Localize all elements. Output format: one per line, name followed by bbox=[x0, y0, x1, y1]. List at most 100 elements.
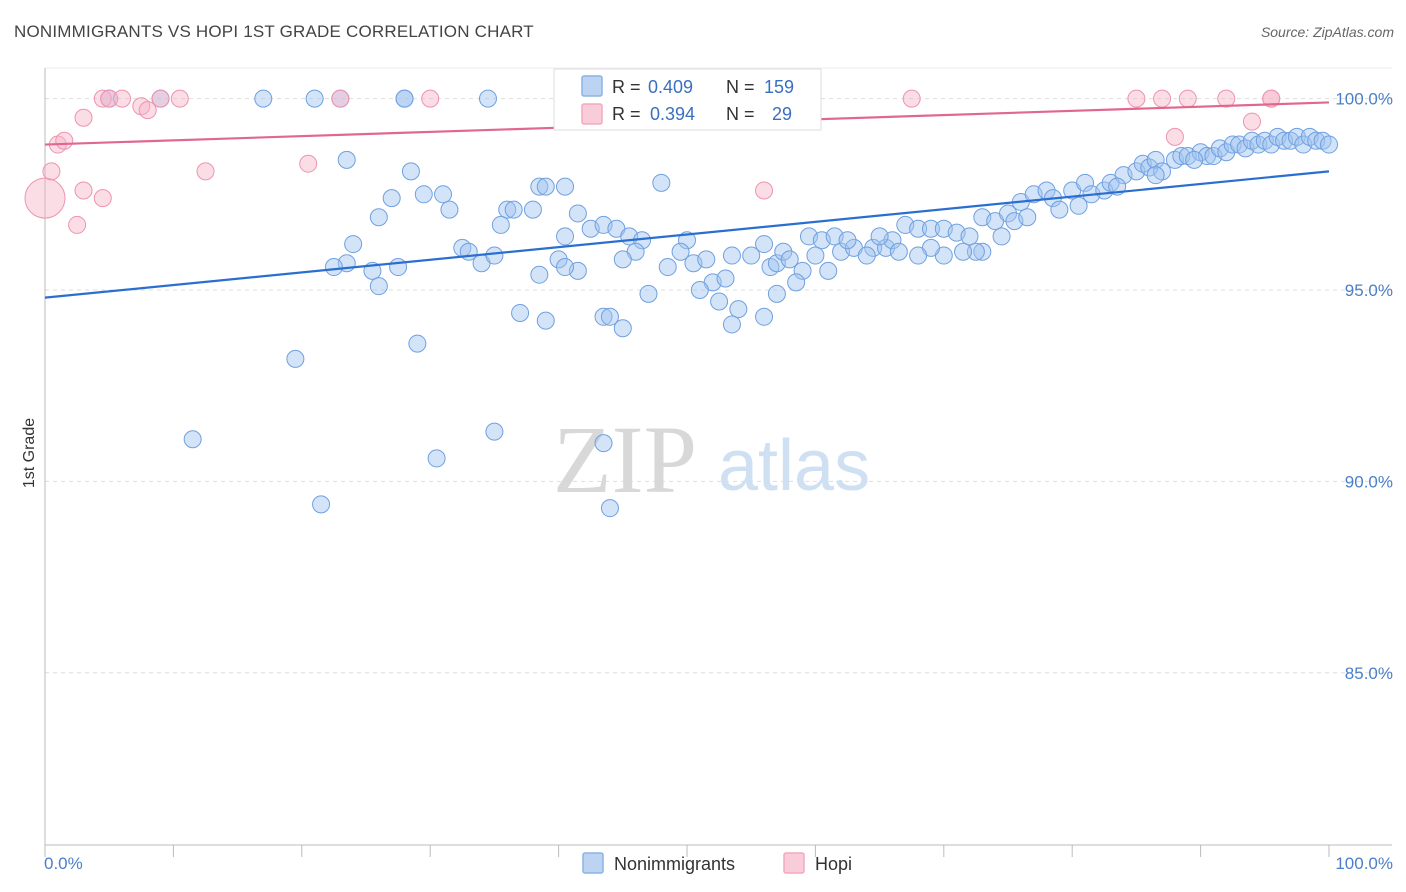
nonimmigrants-point bbox=[556, 227, 575, 246]
nonimmigrants-point bbox=[530, 265, 549, 284]
nonimmigrants-point bbox=[286, 349, 305, 368]
legend-n-label-2: N = bbox=[726, 104, 755, 124]
hopi-point bbox=[1242, 112, 1261, 131]
nonimmigrants-point bbox=[921, 219, 940, 238]
nonimmigrants-point bbox=[973, 242, 992, 261]
nonimmigrants-point bbox=[652, 173, 671, 192]
hopi-point bbox=[113, 89, 132, 108]
nonimmigrants-point bbox=[523, 200, 542, 219]
nonimmigrants-point bbox=[369, 277, 388, 296]
nonimmigrants-point bbox=[549, 250, 568, 269]
nonimmigrants-point bbox=[999, 204, 1017, 223]
nonimmigrants-point bbox=[344, 235, 363, 254]
chart-source: Source: ZipAtlas.com bbox=[1260, 24, 1394, 40]
nonimmigrants-point bbox=[1320, 135, 1338, 154]
hopi-point bbox=[42, 162, 61, 181]
hopi-point bbox=[1153, 89, 1172, 108]
nonimmigrants-point bbox=[966, 242, 985, 261]
nonimmigrants-point bbox=[1146, 166, 1165, 185]
nonimmigrants-point bbox=[780, 250, 799, 269]
nonimmigrants-point bbox=[954, 242, 973, 261]
nonimmigrants-point bbox=[312, 495, 331, 514]
nonimmigrants-point bbox=[389, 258, 408, 277]
legend-r-value-1: 0.409 bbox=[648, 77, 693, 97]
nonimmigrants-point bbox=[755, 307, 774, 326]
hopi-point bbox=[55, 131, 74, 150]
x-tick-label-min: 0.0% bbox=[44, 854, 83, 873]
legend-r-label-2: R = bbox=[612, 104, 641, 124]
hopi-point bbox=[1178, 89, 1197, 108]
nonimmigrants-point bbox=[536, 177, 555, 196]
legend-n-value-2: 29 bbox=[772, 104, 792, 124]
nonimmigrants-point bbox=[639, 284, 658, 303]
nonimmigrants-point bbox=[819, 261, 838, 280]
nonimmigrants-point bbox=[511, 303, 530, 322]
nonimmigrants-point bbox=[1185, 150, 1204, 169]
nonimmigrants-point bbox=[710, 292, 729, 311]
legend-swatch-nonimmigrants bbox=[581, 75, 603, 97]
bottom-legend-swatch-hopi bbox=[783, 852, 805, 874]
nonimmigrants-point bbox=[613, 250, 632, 269]
nonimmigrants-point bbox=[600, 499, 619, 518]
nonimmigrants-point bbox=[491, 215, 510, 234]
bottom-legend-swatch-nonimmigrants bbox=[582, 852, 604, 874]
axes bbox=[44, 68, 1392, 846]
nonimmigrants-point bbox=[600, 307, 619, 326]
nonimmigrants-point bbox=[806, 246, 825, 265]
nonimmigrants-trend-line bbox=[44, 170, 1330, 299]
nonimmigrants-point bbox=[722, 246, 741, 265]
nonimmigrants-point bbox=[427, 449, 446, 468]
hopi-point bbox=[755, 181, 774, 200]
hopi-point bbox=[100, 89, 119, 108]
legend-n-label-1: N = bbox=[726, 77, 755, 97]
nonimmigrants-point bbox=[960, 227, 979, 246]
nonimmigrants-point bbox=[870, 227, 889, 246]
hopi-point bbox=[196, 162, 215, 181]
nonimmigrants-point bbox=[485, 422, 504, 441]
nonimmigrants-point bbox=[774, 242, 793, 261]
nonimmigrants-point bbox=[369, 208, 388, 227]
hopi-points bbox=[24, 89, 1281, 234]
nonimmigrants-point bbox=[536, 311, 555, 330]
y-axis-label: 1st Grade bbox=[21, 418, 38, 488]
legend-swatch-hopi bbox=[581, 103, 603, 125]
hopi-point bbox=[74, 108, 93, 127]
y-tick-label: 85.0% bbox=[1345, 664, 1393, 683]
hopi-point bbox=[68, 215, 87, 234]
hopi-point bbox=[74, 181, 93, 200]
legend-n-value-1: 159 bbox=[764, 77, 794, 97]
nonimmigrants-point bbox=[1287, 127, 1306, 146]
nonimmigrants-points bbox=[100, 89, 1338, 518]
nonimmigrants-point bbox=[613, 319, 632, 338]
nonimmigrants-point bbox=[556, 177, 575, 196]
nonimmigrants-point bbox=[1050, 200, 1069, 219]
nonimmigrants-point bbox=[992, 227, 1011, 246]
nonimmigrants-point bbox=[504, 200, 523, 219]
hopi-point bbox=[93, 189, 112, 208]
nonimmigrants-point bbox=[594, 307, 613, 326]
nonimmigrants-point bbox=[787, 273, 806, 292]
nonimmigrants-point bbox=[556, 258, 575, 277]
nonimmigrants-point bbox=[1076, 173, 1095, 192]
nonimmigrants-point bbox=[485, 246, 504, 265]
watermark-zip: ZIP bbox=[553, 406, 697, 513]
nonimmigrants-point bbox=[395, 89, 414, 108]
nonimmigrants-point bbox=[722, 315, 741, 334]
nonimmigrants-point bbox=[716, 269, 735, 288]
nonimmigrants-point bbox=[183, 430, 202, 449]
nonimmigrants-point bbox=[1146, 150, 1165, 169]
nonimmigrants-point bbox=[864, 238, 883, 257]
nonimmigrants-point bbox=[671, 242, 690, 261]
hopi-point bbox=[1165, 127, 1184, 146]
hopi-point bbox=[138, 101, 157, 120]
nonimmigrants-point bbox=[530, 177, 549, 196]
hopi-point bbox=[331, 89, 350, 108]
x-ticks bbox=[44, 845, 1330, 857]
hopi-point bbox=[1262, 89, 1281, 108]
x-tick-label-max: 100.0% bbox=[1335, 854, 1393, 873]
bottom-legend-label-nonimmigrants: Nonimmigrants bbox=[614, 854, 735, 874]
hopi-point bbox=[151, 89, 170, 108]
nonimmigrants-point bbox=[414, 185, 433, 204]
hopi-point bbox=[299, 154, 318, 173]
nonimmigrants-point bbox=[690, 281, 709, 299]
